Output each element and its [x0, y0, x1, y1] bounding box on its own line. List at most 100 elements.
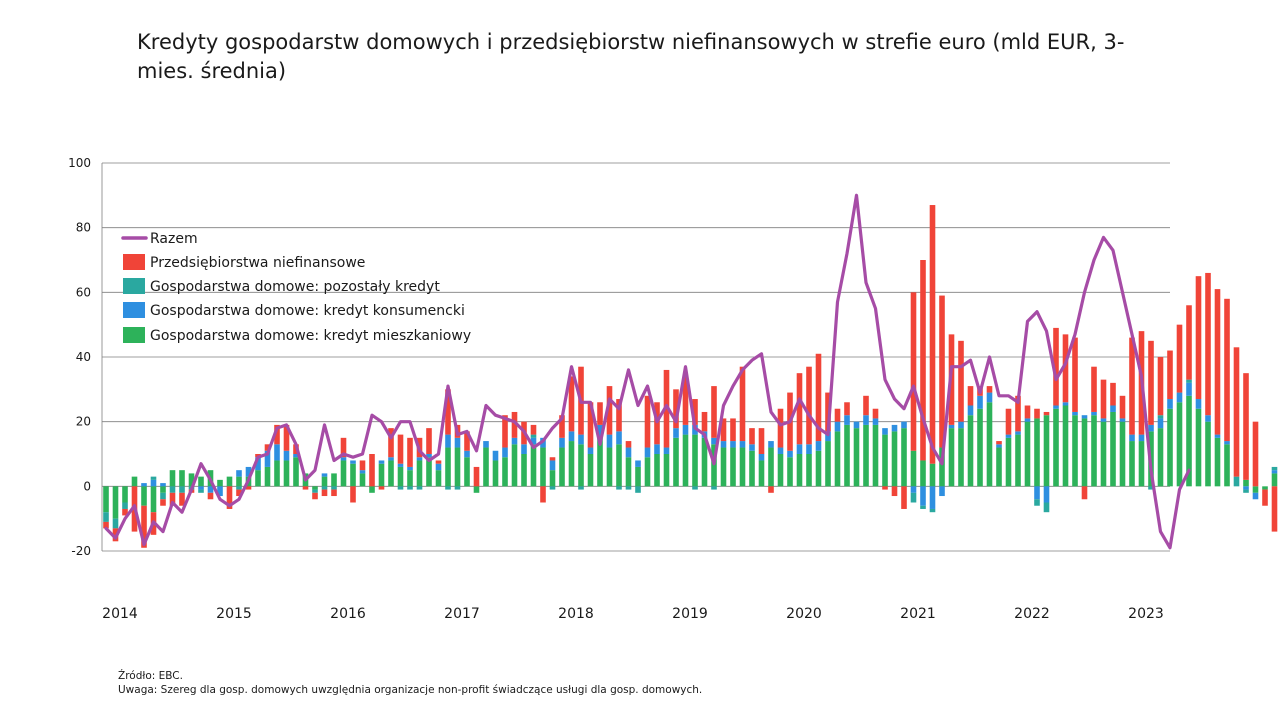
bar-pozostaly: [1034, 499, 1040, 506]
bar-mieszkaniowy: [986, 402, 993, 487]
y-tick-label: 20: [76, 415, 91, 429]
bar-mieszkaniowy: [1138, 441, 1145, 487]
bar-konsumencki: [1129, 434, 1135, 442]
bar-mieszkaniowy: [160, 486, 166, 493]
bar-konsumencki: [255, 457, 261, 471]
bar-konsumencki: [663, 447, 670, 454]
bar-przedsiebiorstwa: [264, 444, 271, 451]
bar-mieszkaniowy: [1119, 421, 1126, 487]
bar-mieszkaniowy: [521, 454, 527, 487]
bar-konsumencki: [958, 421, 964, 429]
y-tick-label: -20: [71, 544, 91, 558]
bar-mieszkaniowy: [806, 454, 812, 487]
bar-konsumencki: [1148, 424, 1154, 432]
bar-konsumencki: [768, 441, 774, 448]
bar-przedsiebiorstwa: [1205, 272, 1211, 416]
bar-konsumencki: [910, 486, 917, 493]
legend-label-mieszkaniowy: Gospodarstwa domowe: kredyt mieszkaniowy: [150, 328, 471, 344]
bar-konsumencki: [321, 473, 328, 477]
bar-przedsiebiorstwa: [426, 428, 432, 454]
bar-przedsiebiorstwa: [226, 486, 233, 509]
bar-mieszkaniowy: [749, 450, 755, 487]
bar-pozostaly: [1186, 379, 1192, 383]
bar-mieszkaniowy: [1024, 421, 1031, 487]
bar-mieszkaniowy: [188, 473, 195, 487]
bar-przedsiebiorstwa: [1167, 350, 1173, 400]
bar-mieszkaniowy: [1186, 395, 1192, 487]
bar-przedsiebiorstwa: [682, 376, 689, 425]
bar-mieszkaniowy: [777, 454, 784, 487]
bar-mieszkaniowy: [929, 463, 936, 487]
x-tick-label: 2017: [444, 606, 480, 622]
bar-mieszkaniowy: [198, 476, 204, 487]
bar-mieszkaniowy: [540, 447, 546, 487]
bar-konsumencki: [1195, 399, 1202, 409]
bar-przedsiebiorstwa: [397, 434, 404, 464]
bar-przedsiebiorstwa: [825, 392, 831, 432]
bar-przedsiebiorstwa: [1195, 276, 1202, 400]
bar-konsumencki: [236, 470, 242, 477]
bar-mieszkaniowy: [1081, 418, 1088, 487]
bar-mieszkaniowy: [340, 460, 347, 487]
bar-mieszkaniowy: [1205, 421, 1211, 487]
bar-przedsiebiorstwa: [844, 402, 850, 416]
bar-mieszkaniowy: [834, 431, 841, 487]
bar-przedsiebiorstwa: [616, 399, 622, 432]
bar-przedsiebiorstwa: [1157, 357, 1164, 416]
bar-konsumencki: [217, 486, 223, 497]
bar-konsumencki: [293, 454, 299, 458]
bar-przedsiebiorstwa: [103, 521, 109, 529]
bar-mieszkaniowy: [644, 457, 651, 487]
bar-przedsiebiorstwa: [1252, 421, 1259, 487]
bar-pozostaly: [578, 486, 584, 490]
bar-przedsiebiorstwa: [749, 428, 755, 445]
bar-przedsiebiorstwa: [806, 366, 812, 445]
bar-konsumencki: [787, 450, 793, 458]
bar-pozostaly: [407, 486, 413, 490]
bar-konsumencki: [673, 428, 679, 438]
bar-przedsiebiorstwa: [625, 441, 632, 448]
bar-konsumencki: [967, 405, 974, 416]
bar-przedsiebiorstwa: [863, 395, 869, 416]
bar-przedsiebiorstwa: [872, 408, 879, 419]
bar-konsumencki: [720, 441, 727, 448]
bar-konsumencki: [1119, 418, 1126, 422]
legend-label-konsumencki: Gospodarstwa domowe: kredyt konsumencki: [150, 303, 465, 319]
bar-konsumencki: [454, 437, 461, 448]
bar-przedsiebiorstwa: [321, 489, 328, 497]
bar-przedsiebiorstwa: [663, 369, 670, 448]
bar-konsumencki: [1062, 402, 1069, 406]
bar-mieszkaniowy: [483, 447, 489, 487]
bar-mieszkaniowy: [1157, 428, 1164, 487]
bar-mieszkaniowy: [1271, 473, 1278, 487]
bar-mieszkaniowy: [350, 463, 356, 487]
bar-konsumencki: [730, 441, 736, 448]
bar-konsumencki: [407, 466, 413, 471]
bar-mieszkaniowy: [787, 457, 793, 487]
bar-przedsiebiorstwa: [1148, 340, 1154, 425]
bar-mieszkaniowy: [426, 457, 432, 487]
bar-przedsiebiorstwa: [1186, 305, 1192, 380]
footnote: Uwaga: Szereg dla gosp. domowych uwzględ…: [118, 684, 703, 696]
bar-konsumencki: [340, 457, 347, 461]
legend-swatch-mieszkaniowy: [123, 327, 145, 343]
bar-pozostaly: [331, 486, 337, 490]
bar-mieszkaniowy: [1195, 408, 1202, 487]
x-tick-label: 2022: [1014, 606, 1050, 622]
x-tick-label: 2018: [558, 606, 594, 622]
bar-pozostaly: [1043, 502, 1050, 513]
bar-konsumencki: [882, 428, 888, 435]
x-tick-label: 2023: [1128, 606, 1164, 622]
bar-mieszkaniowy: [530, 444, 537, 487]
bar-przedsiebiorstwa: [834, 408, 841, 422]
bar-przedsiebiorstwa: [920, 260, 926, 461]
bar-przedsiebiorstwa: [359, 460, 366, 471]
bar-konsumencki: [464, 450, 470, 458]
bar-przedsiebiorstwa: [207, 492, 214, 500]
bar-mieszkaniowy: [882, 434, 888, 487]
bar-przedsiebiorstwa: [901, 486, 907, 509]
bar-przedsiebiorstwa: [587, 402, 594, 448]
bar-mieszkaniowy: [1062, 405, 1069, 487]
bar-przedsiebiorstwa: [1271, 486, 1278, 532]
bar-mieszkaniowy: [939, 447, 945, 487]
